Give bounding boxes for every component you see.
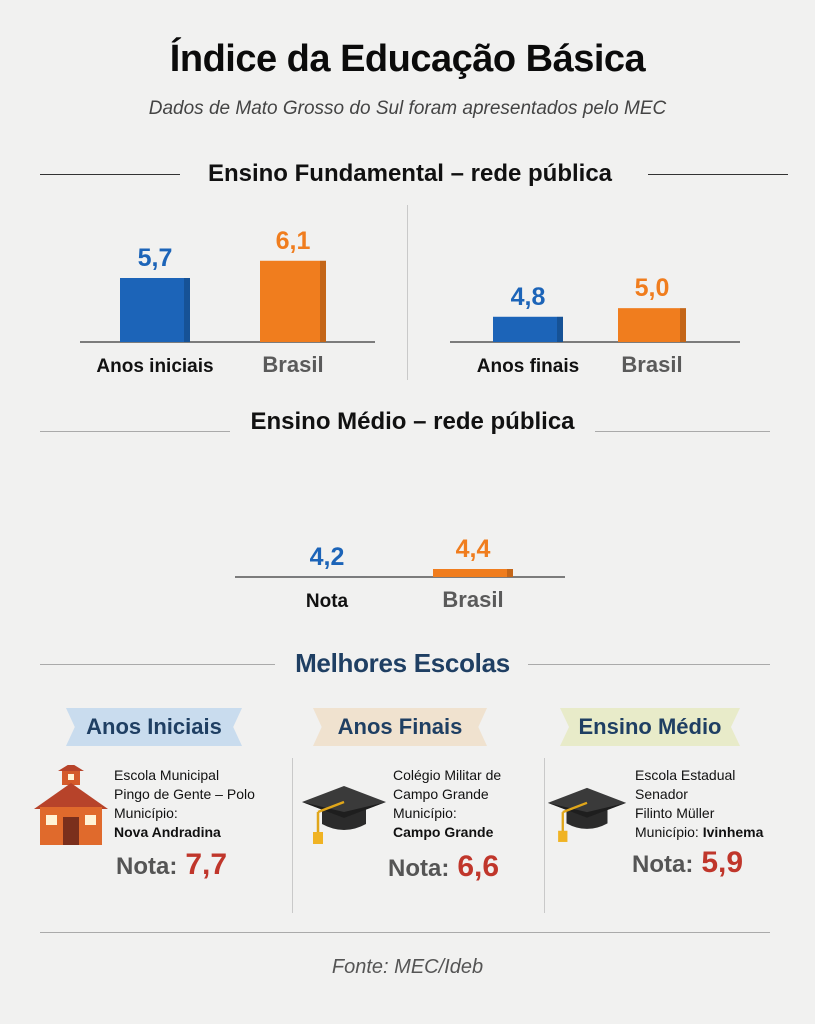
bar (493, 316, 563, 342)
category-label: Brasil (442, 587, 503, 612)
ribbon-anos-iniciais: Anos Iniciais (66, 708, 242, 746)
page-title: Índice da Educação Básica (169, 38, 646, 80)
school-city: Ivinhema (702, 824, 764, 840)
school-info-2: Colégio Militar de Campo Grande Municípi… (393, 766, 543, 842)
school-line: Município: (635, 824, 703, 840)
school-line: Município: (393, 805, 457, 821)
category-label: Nota (306, 591, 349, 612)
bar (618, 308, 686, 342)
divider-right (648, 174, 788, 175)
school-line: Campo Grande (393, 786, 489, 802)
column-separator (292, 758, 293, 913)
category-label: Anos iniciais (96, 356, 213, 377)
divider-left (40, 174, 180, 175)
chart-separator (407, 205, 408, 380)
bar (260, 260, 326, 342)
school-line: Município: (114, 805, 178, 821)
data-label: 5,7 (138, 244, 173, 272)
bar-shade (557, 316, 563, 342)
nota-label: Nota: (116, 853, 178, 880)
school-line: Senador (635, 786, 688, 802)
bar (120, 278, 190, 342)
nota-value: 7,7 (185, 848, 228, 881)
school-building-icon (34, 765, 108, 845)
school-city: Campo Grande (393, 824, 494, 840)
graduation-cap-icon (302, 786, 386, 844)
page-subtitle: Dados de Mato Grosso do Sul foram aprese… (148, 98, 667, 119)
nota-1: Nota: 7,7 (116, 848, 227, 882)
school-city: Nova Andradina (114, 824, 221, 840)
data-label: 6,1 (276, 227, 311, 255)
chart-anos-finais: 4,8 Anos finais 5,0 Brasil (450, 274, 740, 377)
nota-3: Nota: 5,9 (632, 846, 743, 880)
ribbon-anos-finais: Anos Finais (313, 708, 487, 746)
ribbon-ensino-medio: Ensino Médio (560, 708, 740, 746)
category-label: Brasil (621, 352, 682, 377)
data-label: 4,2 (310, 543, 345, 571)
best-schools-heading: Melhores Escolas (295, 648, 510, 678)
school-info-1: Escola Municipal Pingo de Gente – Polo M… (114, 766, 294, 842)
nota-label: Nota: (388, 855, 450, 882)
bar-shade (680, 308, 686, 342)
chart-anos-iniciais: 5,7 Anos iniciais 6,1 Brasil (80, 227, 375, 377)
data-label: 4,8 (511, 283, 546, 311)
data-label: 5,0 (635, 274, 670, 302)
source-note: Fonte: MEC/Ideb (331, 956, 484, 978)
data-label: 4,4 (456, 535, 491, 563)
nota-value: 6,6 (457, 850, 500, 883)
school-line: Pingo de Gente – Polo (114, 786, 255, 802)
school-line: Filinto Müller (635, 805, 715, 821)
bar-shade (507, 569, 513, 577)
nota-value: 5,9 (701, 846, 744, 879)
divider-left-medio (40, 431, 230, 432)
nota-2: Nota: 6,6 (388, 850, 499, 884)
column-separator (544, 758, 545, 913)
nota-label: Nota: (632, 851, 694, 878)
school-info-3: Escola Estadual Senador Filinto Müller M… (635, 766, 800, 842)
divider-right-best (528, 664, 770, 665)
divider-right-medio (595, 431, 770, 432)
category-label: Brasil (262, 352, 323, 377)
graduation-cap-icon (547, 787, 627, 842)
divider-left-best (40, 664, 275, 665)
footer-divider (40, 932, 770, 933)
bar (433, 569, 513, 577)
school-line: Escola Municipal (114, 767, 220, 783)
bar-shade (184, 278, 190, 342)
fundamental-heading: Ensino Fundamental – rede pública (207, 160, 613, 187)
category-label: Anos finais (477, 356, 579, 377)
medio-heading: Ensino Médio – rede pública (250, 408, 575, 435)
chart-ensino-medio: 4,2 Nota 4,4 Brasil (235, 535, 565, 612)
school-line: Escola Estadual (635, 767, 736, 783)
school-line: Colégio Militar de (393, 767, 502, 783)
bar-shade (320, 260, 326, 342)
